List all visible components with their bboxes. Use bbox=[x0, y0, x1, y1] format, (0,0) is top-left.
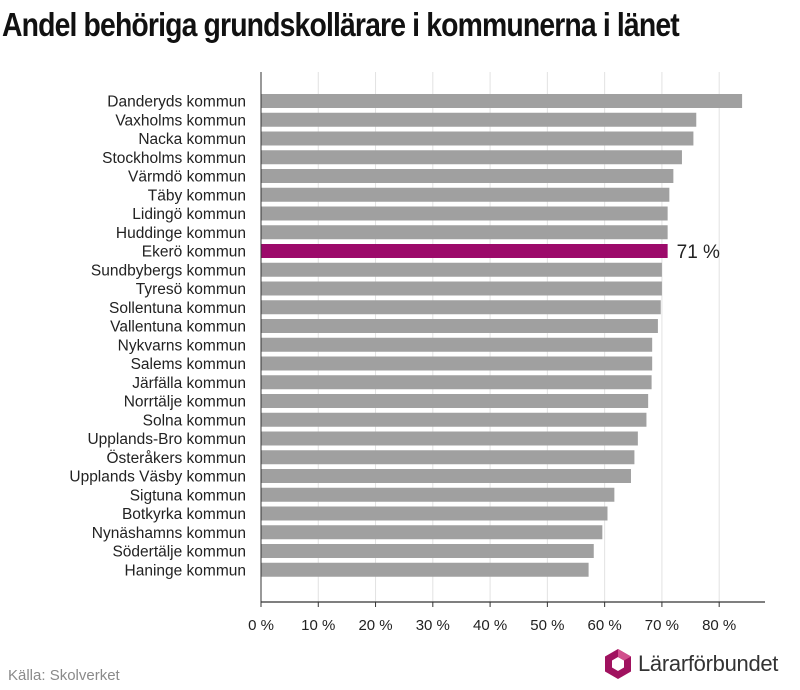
category-label: Nacka kommun bbox=[138, 131, 246, 148]
category-label: Haninge kommun bbox=[125, 562, 246, 579]
x-tick-label: 50 % bbox=[530, 617, 564, 634]
x-tick-label: 60 % bbox=[588, 617, 622, 634]
bar bbox=[261, 469, 631, 483]
category-label: Salems kommun bbox=[131, 356, 246, 373]
bar bbox=[261, 262, 662, 277]
bar bbox=[261, 356, 653, 371]
x-axis: 0 % 10 % 20 % 30 % 40 % 50 % 60 % 70 % 80 % bbox=[248, 72, 765, 634]
lararforbundet-logo-icon bbox=[605, 649, 631, 679]
bar bbox=[261, 150, 682, 165]
bar bbox=[261, 562, 589, 577]
bar bbox=[261, 431, 638, 446]
bar bbox=[261, 206, 668, 221]
x-tick-label: 40 % bbox=[473, 617, 507, 634]
source-note: Källa: Skolverket bbox=[8, 667, 120, 684]
bar bbox=[261, 300, 661, 315]
category-label: Solna kommun bbox=[143, 412, 246, 429]
bar bbox=[261, 225, 668, 240]
category-label: Vallentuna kommun bbox=[110, 319, 246, 336]
category-label: Huddinge kommun bbox=[116, 225, 246, 242]
category-label: Värmdö kommun bbox=[128, 169, 246, 186]
bar bbox=[261, 112, 697, 127]
category-label: Södertälje kommun bbox=[112, 544, 246, 561]
bar bbox=[261, 375, 652, 390]
bar bbox=[261, 544, 594, 558]
category-label: Ekerö kommun bbox=[142, 244, 246, 261]
category-label: Nynäshamns kommun bbox=[92, 525, 246, 542]
category-label: Täby kommun bbox=[148, 187, 246, 204]
bar bbox=[261, 319, 658, 333]
bar bbox=[261, 487, 615, 502]
category-label: Botkyrka kommun bbox=[122, 506, 246, 523]
category-label: Vaxholms kommun bbox=[115, 112, 246, 129]
category-label: Danderyds kommun bbox=[107, 94, 246, 111]
x-tick-label: 70 % bbox=[645, 617, 679, 634]
bar-highlight bbox=[261, 244, 668, 258]
logo-text: Lärarförbundet bbox=[638, 651, 779, 676]
bar bbox=[261, 94, 743, 108]
x-tick-label: 0 % bbox=[248, 617, 274, 634]
bar bbox=[261, 450, 635, 465]
bar bbox=[261, 337, 653, 352]
x-tick-label: 30 % bbox=[416, 617, 450, 634]
category-label: Stockholms kommun bbox=[102, 150, 246, 167]
bar bbox=[261, 394, 649, 408]
category-label: Sigtuna kommun bbox=[130, 487, 246, 504]
category-label: Järfälla kommun bbox=[132, 375, 246, 392]
data-labels: 71 % bbox=[677, 242, 720, 263]
bars bbox=[261, 94, 743, 577]
category-label: Nykvarns kommun bbox=[118, 337, 246, 354]
bar bbox=[261, 506, 608, 521]
category-label: Österåkers kommun bbox=[106, 449, 246, 467]
category-label: Norrtälje kommun bbox=[124, 394, 246, 411]
category-label: Upplands-Bro kommun bbox=[87, 431, 246, 448]
bar bbox=[261, 131, 694, 146]
x-tick-label: 20 % bbox=[358, 617, 392, 634]
category-label: Tyresö kommun bbox=[136, 281, 246, 298]
bar bbox=[261, 169, 674, 183]
data-label-highlight: 71 % bbox=[677, 242, 720, 263]
bar bbox=[261, 525, 603, 540]
category-label: Sollentuna kommun bbox=[109, 300, 246, 317]
x-tick-label: 80 % bbox=[702, 617, 736, 634]
x-tick-label: 10 % bbox=[301, 617, 335, 634]
bar bbox=[261, 187, 670, 202]
bar bbox=[261, 412, 647, 427]
category-label: Lidingö kommun bbox=[132, 206, 246, 223]
logo: Lärarförbundet bbox=[603, 648, 778, 680]
category-label: Upplands Väsby kommun bbox=[69, 469, 246, 486]
chart-title: Andel behöriga grundskollärare i kommune… bbox=[2, 6, 680, 43]
bar bbox=[261, 281, 662, 296]
category-label: Sundbybergs kommun bbox=[91, 262, 246, 279]
